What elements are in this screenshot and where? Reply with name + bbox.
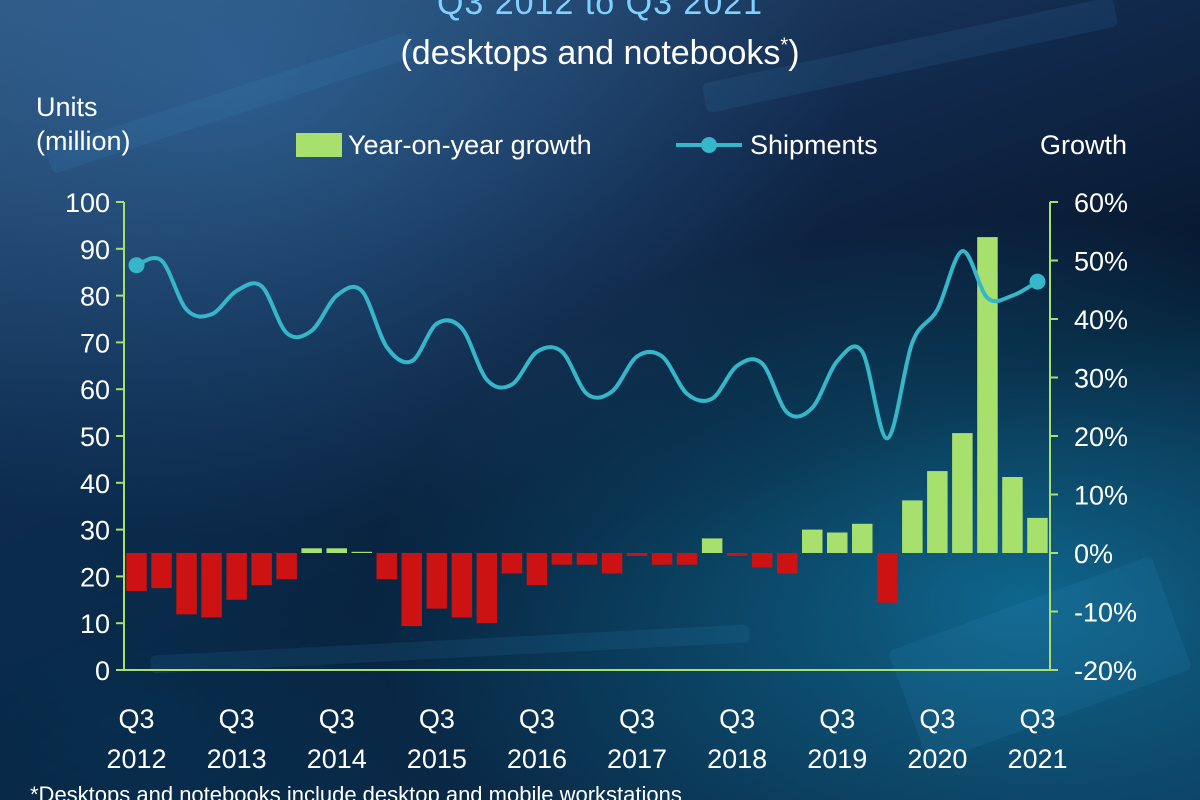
growth-bar bbox=[426, 553, 448, 609]
legend-growth-swatch bbox=[296, 133, 342, 157]
x-axis-tick-label-quarter: Q3 bbox=[519, 704, 555, 734]
growth-bar bbox=[151, 553, 172, 589]
x-axis-tick-label-year: 2016 bbox=[507, 744, 567, 774]
growth-bar bbox=[226, 553, 247, 600]
growth-bar bbox=[326, 548, 347, 553]
growth-bar bbox=[351, 551, 372, 553]
x-axis-tick-label-quarter: Q3 bbox=[419, 704, 455, 734]
growth-bar bbox=[601, 553, 623, 574]
shipments-line bbox=[135, 249, 1039, 441]
x-axis-tick-label-quarter: Q3 bbox=[919, 704, 955, 734]
x-axis-tick-label-year: 2012 bbox=[106, 744, 166, 774]
x-axis-tick-label-quarter: Q3 bbox=[319, 704, 355, 734]
right-axis-tick-label: 10% bbox=[1074, 481, 1128, 511]
chart-title-line1: Q3 2012 to Q3 2021 bbox=[436, 0, 764, 22]
growth-bar bbox=[501, 553, 523, 574]
growth-bar bbox=[802, 529, 823, 553]
x-axis-tick-label-quarter: Q3 bbox=[219, 704, 255, 734]
chart-title-line2: (desktops and notebooks*) bbox=[0, 34, 1200, 73]
left-axis-tick-label: 40 bbox=[80, 469, 110, 499]
x-axis-tick-label-year: 2019 bbox=[807, 744, 867, 774]
growth-bar bbox=[977, 237, 998, 553]
right-axis-title: Growth bbox=[1040, 130, 1128, 160]
right-axis-tick-label: -20% bbox=[1074, 656, 1137, 686]
footnote: *Desktops and notebooks include desktop … bbox=[30, 782, 682, 800]
growth-bar bbox=[401, 553, 422, 627]
x-axis-tick-label-quarter: Q3 bbox=[118, 704, 154, 734]
x-axis-tick-label-quarter: Q3 bbox=[819, 704, 855, 734]
growth-bar bbox=[927, 471, 948, 553]
legend-shipments-marker bbox=[676, 133, 742, 157]
right-axis-tick-label: 30% bbox=[1074, 364, 1128, 394]
legend-shipments: Shipments bbox=[676, 128, 878, 162]
right-axis-tick-label: -10% bbox=[1074, 598, 1137, 628]
left-axis-tick-label: 50 bbox=[80, 422, 110, 452]
left-axis-tick-label: 90 bbox=[80, 235, 110, 265]
x-axis-tick-label-year: 2018 bbox=[707, 744, 767, 774]
left-axis-title: Units (million) bbox=[36, 90, 131, 158]
right-axis-tick-label: 50% bbox=[1074, 247, 1128, 277]
x-axis-tick-label-year: 2015 bbox=[407, 744, 467, 774]
growth-bar bbox=[1002, 477, 1023, 553]
left-axis-tick-label: 20 bbox=[80, 562, 110, 592]
growth-bar bbox=[1027, 517, 1048, 553]
growth-bar bbox=[726, 553, 748, 556]
right-axis-tick-label: 40% bbox=[1074, 305, 1128, 335]
shipments-endpoint-marker bbox=[1029, 273, 1046, 290]
growth-bar bbox=[476, 553, 498, 624]
left-axis-tick-label: 60 bbox=[80, 375, 110, 405]
growth-bar bbox=[651, 553, 673, 565]
x-axis-tick-label-year: 2013 bbox=[207, 744, 267, 774]
left-axis-tick-label: 100 bbox=[65, 188, 110, 218]
right-axis-tick-label: 20% bbox=[1074, 422, 1128, 452]
growth-bar bbox=[301, 548, 322, 553]
growth-bar bbox=[852, 523, 873, 554]
growth-bar bbox=[877, 553, 898, 603]
legend-growth: Year-on-year growth bbox=[296, 128, 592, 162]
growth-bar bbox=[576, 553, 598, 565]
left-axis-title-line1: Units bbox=[36, 92, 98, 122]
growth-bar bbox=[676, 553, 698, 565]
growth-bar bbox=[902, 500, 923, 553]
x-axis-tick-label-quarter: Q3 bbox=[1019, 704, 1055, 734]
shipments-endpoint-marker bbox=[128, 257, 145, 274]
growth-bar bbox=[126, 553, 147, 591]
left-axis-tick-label: 80 bbox=[80, 282, 110, 312]
left-axis-tick-label: 70 bbox=[80, 328, 110, 358]
chart-title-footnote-mark: * bbox=[780, 34, 789, 57]
growth-bar bbox=[276, 553, 297, 580]
x-axis-tick-label-year: 2014 bbox=[307, 744, 367, 774]
chart-title-line2-text: (desktops and notebooks bbox=[400, 34, 781, 72]
growth-bar bbox=[176, 553, 197, 615]
growth-bar bbox=[376, 553, 397, 580]
x-axis-tick-label-year: 2017 bbox=[607, 744, 667, 774]
growth-bar bbox=[701, 538, 723, 553]
growth-bar bbox=[251, 553, 272, 586]
left-axis-tick-label: 10 bbox=[80, 609, 110, 639]
legend-growth-label: Year-on-year growth bbox=[348, 129, 592, 160]
growth-bar bbox=[777, 553, 798, 574]
x-axis-tick-label-quarter: Q3 bbox=[719, 704, 755, 734]
left-axis-tick-label: 30 bbox=[80, 516, 110, 546]
x-axis-tick-label-year: 2020 bbox=[907, 744, 967, 774]
growth-bar bbox=[551, 553, 573, 565]
growth-bar bbox=[827, 532, 848, 553]
right-axis-tick-label: 0% bbox=[1074, 539, 1113, 569]
right-axis-tick-label: 60% bbox=[1074, 188, 1128, 218]
left-axis-tick-label: 0 bbox=[95, 656, 110, 686]
growth-bar bbox=[952, 433, 973, 553]
growth-bar bbox=[201, 553, 222, 618]
growth-bar bbox=[751, 553, 773, 568]
x-axis-tick-label-year: 2021 bbox=[1007, 744, 1067, 774]
growth-bar bbox=[626, 553, 648, 556]
growth-bar bbox=[451, 553, 473, 618]
legend-shipments-dot bbox=[701, 137, 717, 153]
chart-title-line2-close: ) bbox=[788, 34, 800, 72]
legend-shipments-label: Shipments bbox=[750, 129, 878, 160]
growth-bar bbox=[526, 553, 548, 586]
x-axis-tick-label-quarter: Q3 bbox=[619, 704, 655, 734]
left-axis-title-line2: (million) bbox=[36, 126, 131, 156]
